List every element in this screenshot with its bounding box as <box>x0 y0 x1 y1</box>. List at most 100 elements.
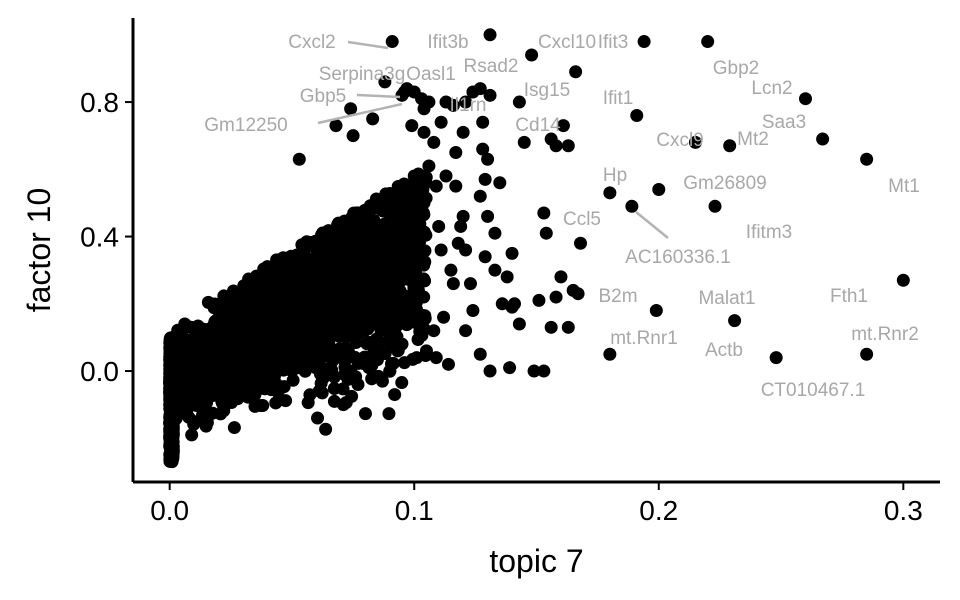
labeled-point <box>625 199 639 213</box>
labeled-point <box>395 88 409 102</box>
cloud-point <box>297 246 311 260</box>
data-point <box>554 270 568 284</box>
cloud-point <box>257 322 271 336</box>
data-point <box>407 169 421 183</box>
data-point <box>556 119 570 133</box>
cloud-point <box>345 237 359 251</box>
data-point <box>437 310 451 324</box>
data-point <box>292 152 306 166</box>
data-point <box>346 129 360 143</box>
labeled-point <box>537 206 551 220</box>
labeled-point <box>688 135 702 149</box>
gene-label: Mt1 <box>888 176 920 197</box>
cloud-point <box>325 363 339 377</box>
dense-point-cloud <box>163 167 433 469</box>
data-point <box>549 290 563 304</box>
cloud-point <box>323 273 337 287</box>
cloud-point <box>320 262 334 276</box>
gene-label: Ccl5 <box>563 209 601 230</box>
cloud-point <box>284 360 298 374</box>
cloud-point <box>315 386 329 400</box>
cloud-point <box>401 262 415 276</box>
data-point <box>478 172 492 186</box>
data-point <box>454 219 468 233</box>
gene-label: Gbp2 <box>713 58 759 79</box>
cloud-point <box>234 340 248 354</box>
cloud-point <box>209 345 223 359</box>
data-point <box>366 112 380 126</box>
labeled-point <box>512 95 526 109</box>
x-axis-title: topic 7 <box>489 543 583 579</box>
cloud-point <box>375 249 389 263</box>
data-point <box>432 219 446 233</box>
data-point <box>483 364 497 378</box>
gene-label: Saa3 <box>762 112 806 133</box>
cloud-point <box>365 372 379 386</box>
cloud-point <box>359 249 373 263</box>
data-point <box>344 364 358 378</box>
cloud-point <box>322 245 336 259</box>
cloud-point <box>269 396 283 410</box>
data-point <box>419 344 433 358</box>
data-point <box>473 189 487 203</box>
cloud-point <box>400 224 414 238</box>
data-point <box>500 270 514 284</box>
cloud-point <box>270 253 284 267</box>
gene-label: Actb <box>705 340 743 361</box>
cloud-point <box>286 257 300 271</box>
gene-labels-layer: Cxcl2 Ifit3b Cxcl10 Ifit3 Gbp2 Serpina3g Oasl1… <box>204 32 920 401</box>
data-point <box>503 361 517 375</box>
cloud-point <box>383 213 397 227</box>
cloud-point <box>376 279 390 293</box>
cloud-point <box>282 347 296 361</box>
cloud-point <box>310 320 324 334</box>
labeled-point <box>637 35 651 49</box>
y-tick-label: 0.4 <box>80 222 119 253</box>
data-point <box>512 317 526 331</box>
data-point <box>539 226 553 240</box>
cloud-point <box>397 356 411 370</box>
cloud-point <box>317 349 331 363</box>
data-point <box>378 75 392 89</box>
cloud-point <box>239 312 253 326</box>
cloud-point <box>193 382 207 396</box>
cloud-point <box>409 247 423 261</box>
cloud-point <box>199 419 213 433</box>
data-point <box>466 304 480 318</box>
gene-label: Mt2 <box>737 129 769 150</box>
x-tick-label: 0.2 <box>639 495 678 526</box>
data-point <box>517 135 531 149</box>
cloud-point <box>378 336 392 350</box>
cloud-point <box>325 295 339 309</box>
cloud-point <box>358 407 372 421</box>
data-point <box>405 119 419 133</box>
cloud-point <box>369 294 383 308</box>
y-axis-title: factor 10 <box>21 188 57 313</box>
cloud-point <box>347 252 361 266</box>
cloud-point <box>350 206 364 220</box>
cloud-point <box>170 361 184 375</box>
cloud-point <box>329 306 343 320</box>
data-point <box>185 428 199 442</box>
labeled-point <box>415 92 429 106</box>
labeled-point <box>630 109 644 123</box>
cloud-point <box>176 342 190 356</box>
ticks-layer: 0.0 0.1 0.2 0.3 0.0 0.4 0.8 <box>80 87 923 526</box>
gene-label: Ifit3b <box>427 32 468 53</box>
cloud-point <box>416 308 430 322</box>
cloud-point <box>287 326 301 340</box>
cloud-point <box>392 272 406 286</box>
cloud-point <box>282 275 296 289</box>
cloud-point <box>258 371 272 385</box>
labeled-point <box>701 35 715 49</box>
cloud-point <box>260 261 274 275</box>
cloud-point <box>188 415 202 429</box>
data-point <box>439 169 453 183</box>
labeled-point <box>816 132 830 146</box>
cloud-point <box>238 387 252 401</box>
data-point <box>446 277 460 291</box>
cloud-point <box>227 421 241 435</box>
data-point <box>505 300 519 314</box>
gene-label: Gbp5 <box>300 86 346 107</box>
data-point <box>527 364 541 378</box>
